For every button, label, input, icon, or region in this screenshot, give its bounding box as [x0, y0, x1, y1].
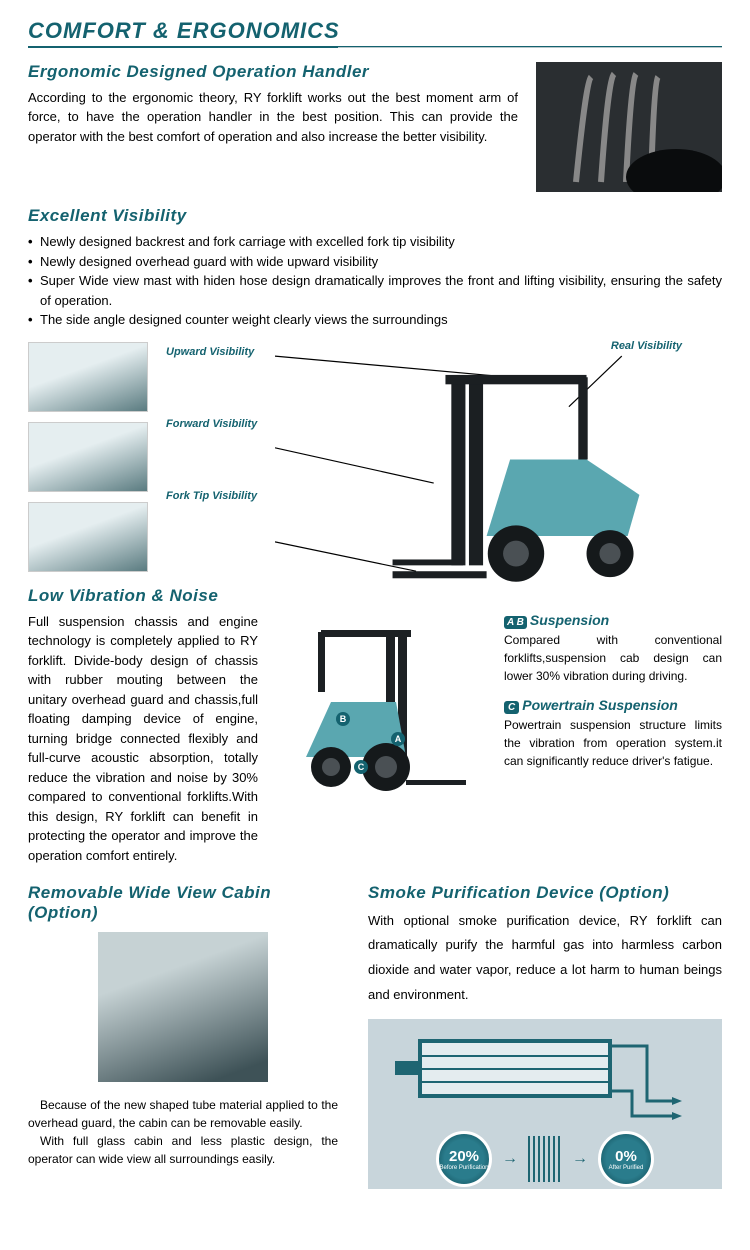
- visibility-bullet: Newly designed backrest and fork carriag…: [28, 232, 722, 252]
- lowvib-body: Full suspension chassis and engine techn…: [28, 612, 258, 866]
- suspension-title: A BSuspension: [504, 612, 722, 628]
- ergonomic-section: Ergonomic Designed Operation Handler Acc…: [28, 62, 722, 192]
- visibility-bullets: Newly designed backrest and fork carriag…: [28, 232, 722, 330]
- upward-label: Upward Visibility: [166, 346, 257, 358]
- visibility-bullet: Super Wide view mast with hiden hose des…: [28, 271, 722, 310]
- cabin-image: [98, 932, 268, 1082]
- marker-a: A: [391, 732, 405, 746]
- visibility-bullet: The side angle designed counter weight c…: [28, 310, 722, 330]
- handler-image: [536, 62, 722, 192]
- forklift-diagram: Real Visibility: [275, 342, 722, 572]
- forktip-label: Fork Tip Visibility: [166, 490, 257, 502]
- ergonomic-body: According to the ergonomic theory, RY fo…: [28, 88, 518, 147]
- visibility-section: Excellent Visibility Newly designed back…: [28, 206, 722, 572]
- smoke-diagram: 20% Before Purification → → 0% After Pur…: [368, 1019, 722, 1189]
- upward-thumb: [28, 342, 148, 412]
- smoke-body: With optional smoke purification device,…: [368, 909, 722, 1008]
- arrow-icon: →: [502, 1150, 518, 1168]
- real-label: Real Visibility: [611, 340, 682, 352]
- forward-label: Forward Visibility: [166, 418, 257, 430]
- powertrain-body: Powertrain suspension structure limits t…: [504, 716, 722, 770]
- visibility-title: Excellent Visibility: [28, 206, 722, 226]
- before-badge: 20% Before Purification: [436, 1131, 492, 1187]
- marker-c: C: [354, 760, 368, 774]
- forward-thumb: [28, 422, 148, 492]
- powertrain-title: CPowertrain Suspension: [504, 697, 722, 713]
- cabin-section: Removable Wide View Cabin (Option) Becau…: [28, 883, 338, 1189]
- thumbnail-column: [28, 342, 148, 572]
- cabin-title: Removable Wide View Cabin (Option): [28, 883, 338, 922]
- smoke-section: Smoke Purification Device (Option) With …: [368, 883, 722, 1189]
- after-badge: 0% After Purified: [598, 1131, 654, 1187]
- main-title: COMFORT & ERGONOMICS: [28, 18, 722, 48]
- suspension-body: Compared with conventional forklifts,sus…: [504, 631, 722, 685]
- visibility-bullet: Newly designed overhead guard with wide …: [28, 252, 722, 272]
- ergonomic-title: Ergonomic Designed Operation Handler: [28, 62, 518, 82]
- forktip-thumb: [28, 502, 148, 572]
- suspension-forklift-image: A B C: [276, 612, 486, 866]
- smoke-title: Smoke Purification Device (Option): [368, 883, 722, 903]
- lowvib-section: Low Vibration & Noise Full suspension ch…: [28, 586, 722, 866]
- cabin-body1: Because of the new shaped tube material …: [28, 1096, 338, 1132]
- arrow-icon: →: [572, 1150, 588, 1168]
- cabin-body2: With full glass cabin and less plastic d…: [28, 1132, 338, 1168]
- marker-b: B: [336, 712, 350, 726]
- filter-icon: [528, 1136, 562, 1182]
